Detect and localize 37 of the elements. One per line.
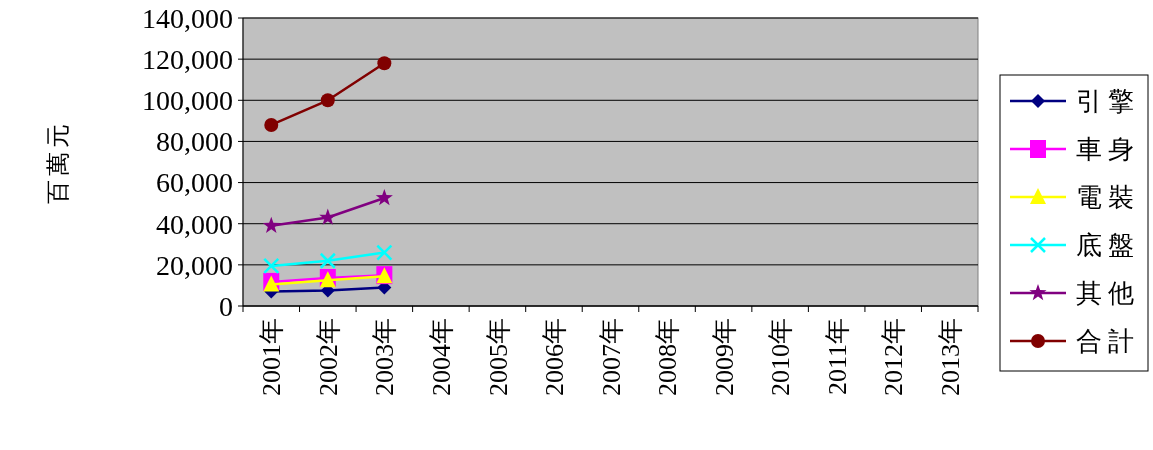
y-tick-label: 80,000 xyxy=(156,126,233,158)
y-tick-label: 120,000 xyxy=(142,43,233,75)
y-tick-label: 60,000 xyxy=(156,167,233,199)
y-tick-label: 100,000 xyxy=(142,85,233,117)
y-tick-label: 140,000 xyxy=(142,2,233,34)
x-tick-label: 2004年 xyxy=(426,318,456,396)
legend-label: 底盤 xyxy=(1076,231,1140,261)
y-tick-label: 20,000 xyxy=(156,249,233,281)
x-tick-label: 2001年 xyxy=(257,318,287,396)
y-axis-title: 百萬元 xyxy=(45,120,72,204)
x-tick-label: 2012年 xyxy=(879,318,909,396)
point xyxy=(319,208,337,225)
x-tick-label: 2011年 xyxy=(822,318,852,396)
point xyxy=(264,117,279,132)
x-tick-label: 2005年 xyxy=(483,318,513,396)
legend-label: 其他 xyxy=(1076,279,1140,309)
x-tick-label: 2008年 xyxy=(653,318,683,396)
point xyxy=(375,189,393,206)
point xyxy=(377,56,392,71)
y-tick-label: 40,000 xyxy=(156,208,233,240)
point xyxy=(262,216,280,234)
legend-label: 引擎 xyxy=(1076,87,1140,117)
legend-label: 電裝 xyxy=(1076,183,1140,213)
point xyxy=(376,244,393,261)
legend-label: 車身 xyxy=(1076,135,1140,165)
x-tick-label: 2013年 xyxy=(935,318,965,396)
point xyxy=(320,93,335,108)
x-tick-label: 2009年 xyxy=(709,318,739,396)
y-tick-label: 0 xyxy=(219,290,233,322)
x-tick-label: 2006年 xyxy=(540,318,570,396)
x-tick-label: 2010年 xyxy=(766,318,796,396)
point xyxy=(263,257,280,275)
x-tick-label: 2002年 xyxy=(313,318,343,396)
x-tick-label: 2003年 xyxy=(370,318,400,396)
legend-label: 合計 xyxy=(1076,327,1140,357)
point xyxy=(319,252,337,269)
x-tick-label: 2007年 xyxy=(596,318,626,396)
